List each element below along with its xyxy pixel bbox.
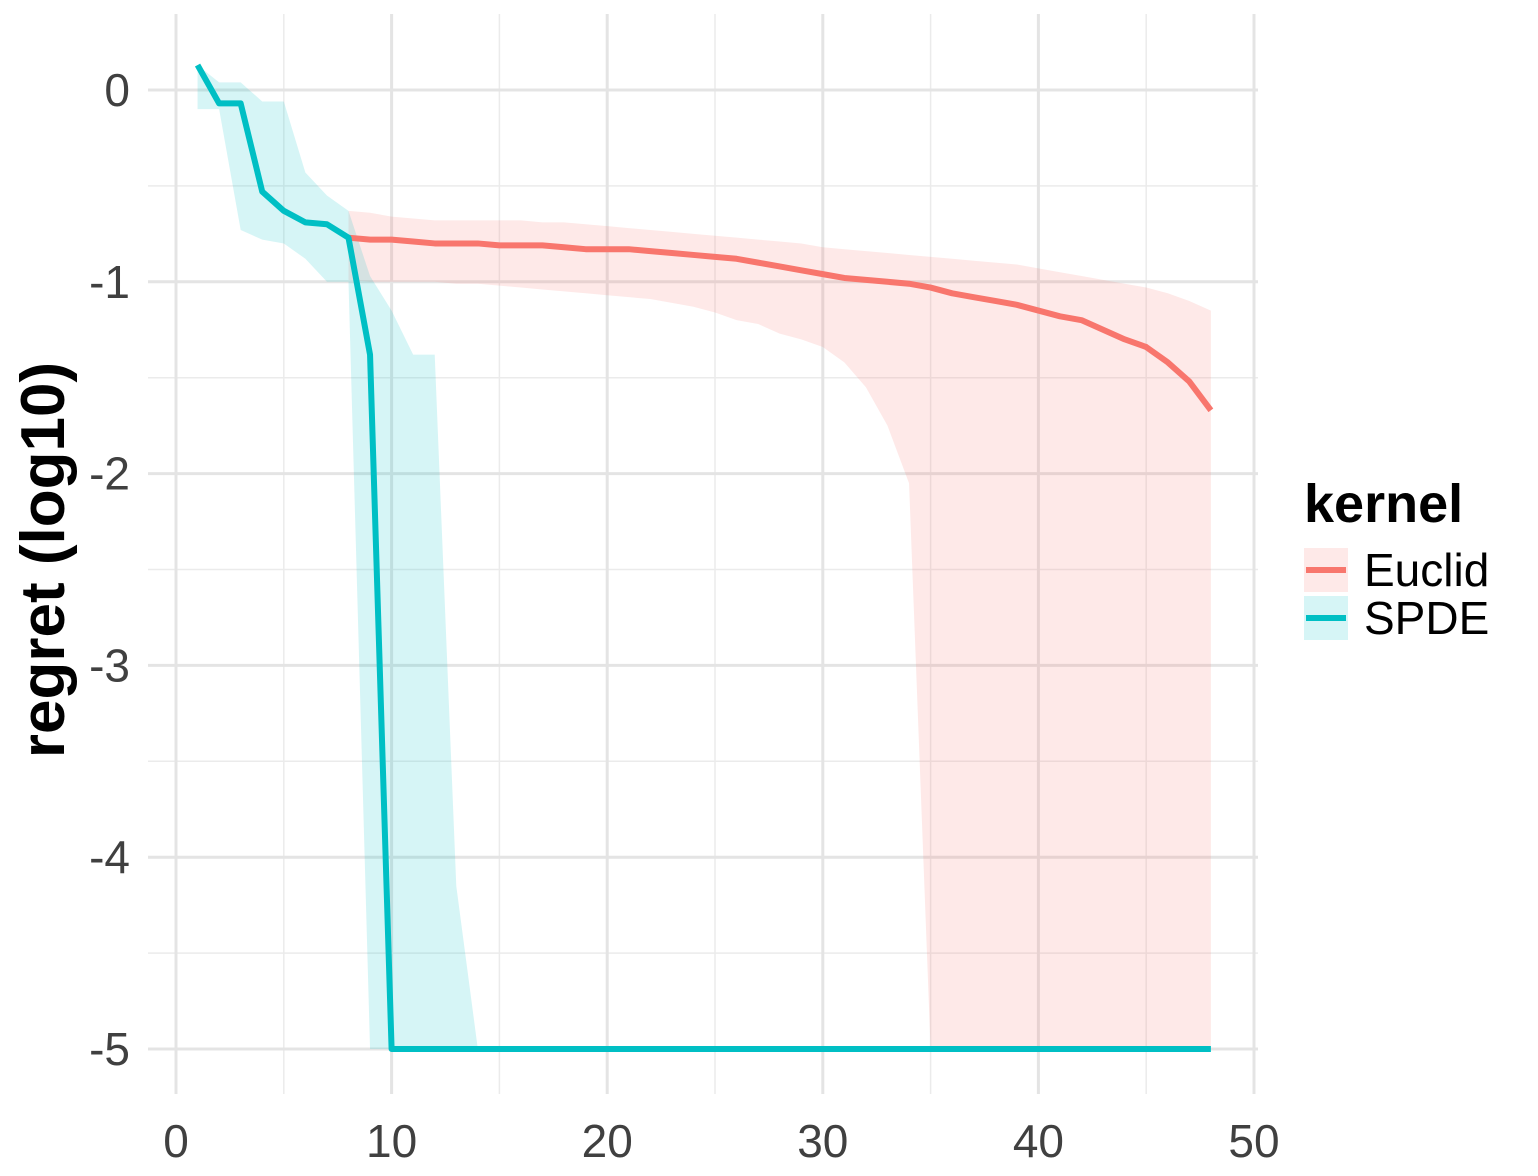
band-spde bbox=[197, 65, 1211, 1050]
x-tick-label: 30 bbox=[797, 1115, 848, 1167]
y-tick-label: 0 bbox=[104, 64, 130, 116]
line-spde bbox=[194, 63, 1211, 1052]
y-tick-label: -1 bbox=[89, 256, 130, 308]
y-axis-title: regret (log10) bbox=[9, 362, 78, 758]
x-tick-label: 20 bbox=[582, 1115, 633, 1167]
y-tick-labels: 0 -1 -2 -3 -4 -5 bbox=[89, 64, 130, 1075]
x-tick-labels: 0 10 20 30 40 50 bbox=[163, 1115, 1279, 1167]
legend-label-euclid: Euclid bbox=[1364, 544, 1489, 596]
y-tick-label: -2 bbox=[89, 448, 130, 500]
x-tick-label: 50 bbox=[1228, 1115, 1279, 1167]
x-tick-label: 10 bbox=[366, 1115, 417, 1167]
x-tick-label: 0 bbox=[163, 1115, 189, 1167]
series-lines bbox=[194, 63, 1214, 1052]
grid-minor bbox=[148, 14, 1258, 1094]
confidence-bands bbox=[197, 65, 1211, 1050]
line-euclid bbox=[348, 234, 1214, 413]
legend-title: kernel bbox=[1304, 474, 1463, 534]
y-tick-label: -5 bbox=[89, 1023, 130, 1075]
y-tick-label: -4 bbox=[89, 831, 130, 883]
legend-label-spde: SPDE bbox=[1364, 592, 1489, 644]
y-tick-label: -3 bbox=[89, 639, 130, 691]
x-tick-label: 40 bbox=[1013, 1115, 1064, 1167]
band-euclid bbox=[348, 210, 1211, 1050]
